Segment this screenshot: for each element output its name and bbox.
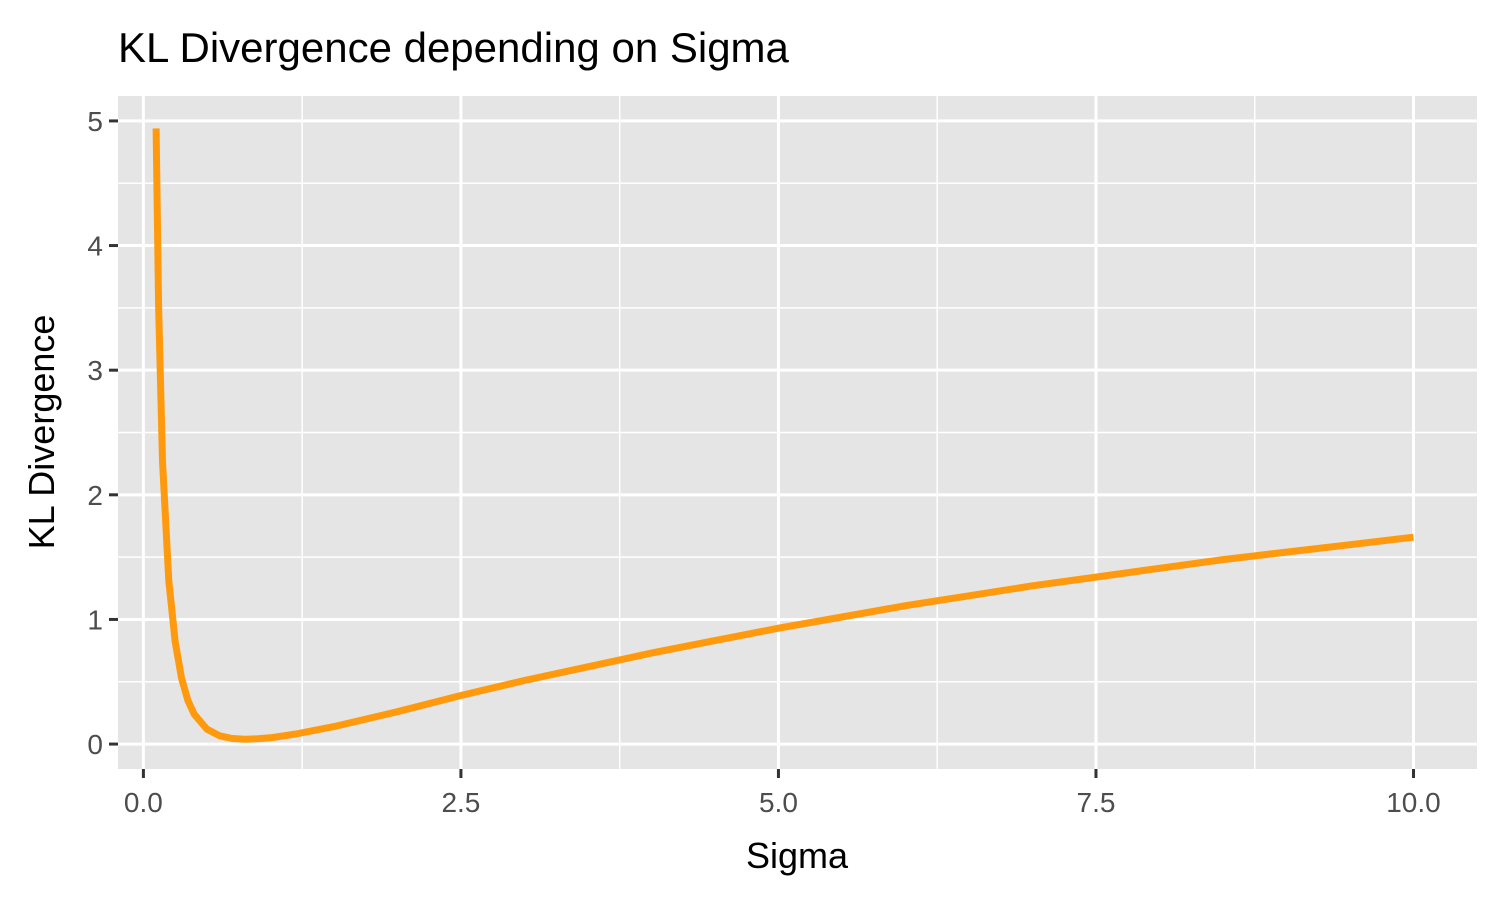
y-tick-label: 4 <box>87 231 103 262</box>
x-tick-label: 10.0 <box>1386 787 1441 818</box>
grid-lines <box>118 96 1477 769</box>
x-axis-label: Sigma <box>746 835 849 876</box>
series-line-0 <box>152 128 1414 743</box>
y-tick-label: 5 <box>87 106 103 137</box>
x-tick-label: 2.5 <box>441 787 480 818</box>
series-layer <box>152 128 1414 743</box>
axis-ticks: 0.0 2.5 5.0 7.5 10.0 0 1 2 3 4 5 <box>87 106 1440 818</box>
y-axis-label: KL Divergence <box>21 315 62 550</box>
chart-title: KL Divergence depending on Sigma <box>118 24 790 71</box>
x-tick-label: 0.0 <box>124 787 163 818</box>
x-tick-label: 7.5 <box>1077 787 1116 818</box>
x-tick-label: 5.0 <box>759 787 798 818</box>
y-tick-label: 2 <box>87 480 103 511</box>
y-tick-label: 0 <box>87 729 103 760</box>
y-tick-label: 3 <box>87 355 103 386</box>
y-tick-label: 1 <box>87 604 103 635</box>
